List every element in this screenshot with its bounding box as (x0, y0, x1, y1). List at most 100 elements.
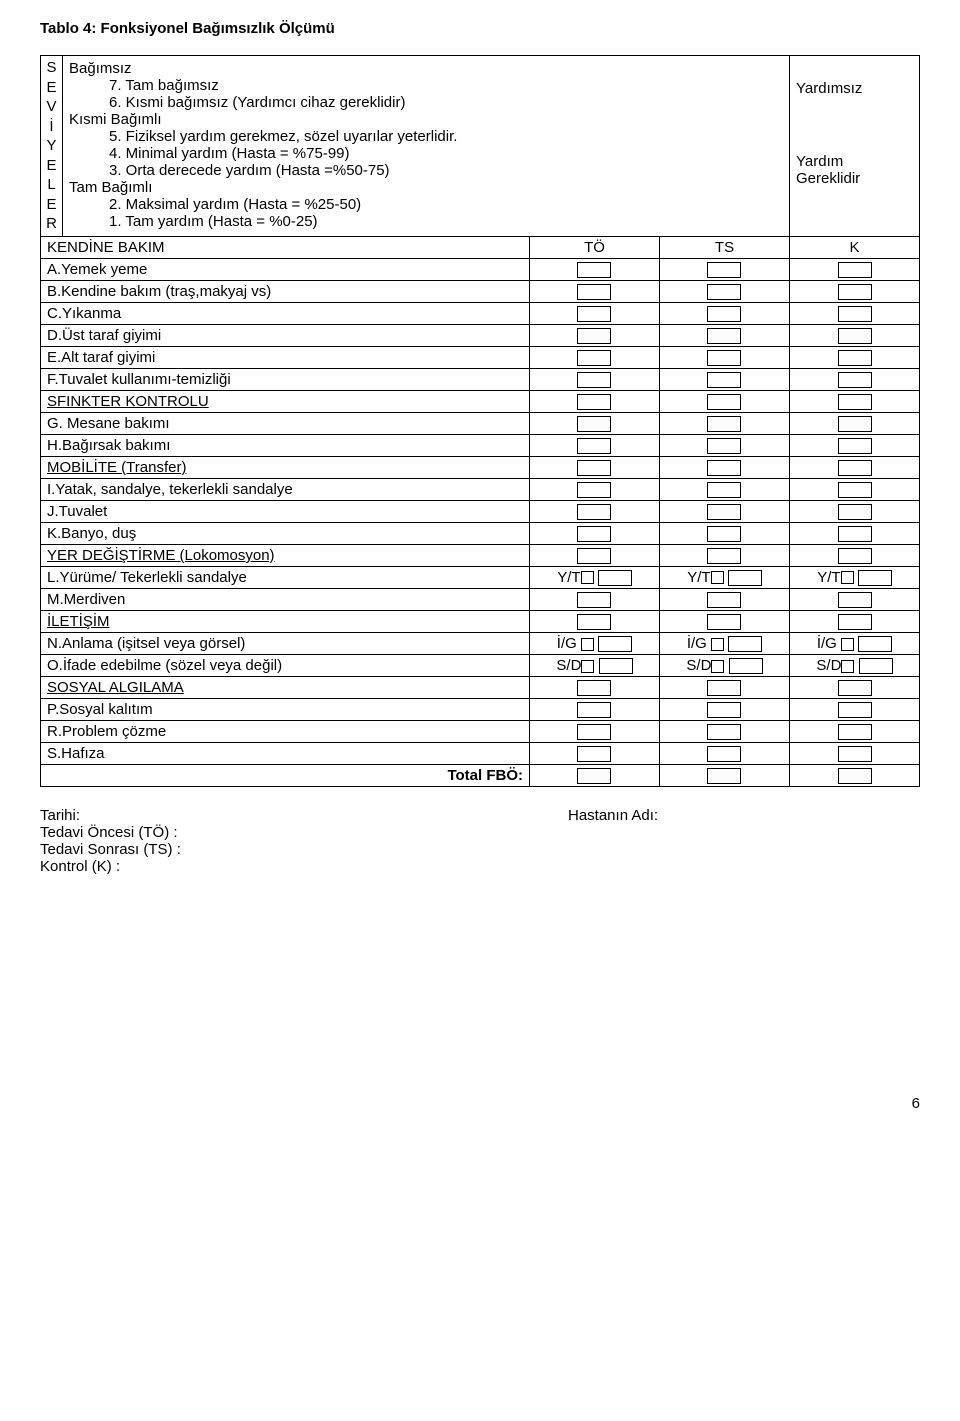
box-k-ts[interactable] (707, 526, 741, 542)
box-il-ts[interactable] (707, 614, 741, 630)
box-n-ts-b[interactable] (728, 636, 762, 652)
box-b-k[interactable] (838, 284, 872, 300)
box-l-k-b[interactable] (858, 570, 892, 586)
box-yer-ts[interactable] (707, 548, 741, 564)
box-so-to[interactable] (577, 680, 611, 696)
box-r-to[interactable] (577, 724, 611, 740)
box-o-k-a[interactable] (841, 660, 854, 673)
box-sf-ts[interactable] (707, 394, 741, 410)
box-p-ts[interactable] (707, 702, 741, 718)
hdr-ts: TS (659, 236, 789, 258)
box-c-to[interactable] (577, 306, 611, 322)
box-i-to[interactable] (577, 482, 611, 498)
vert-v: V (46, 98, 56, 115)
box-n-to-a[interactable] (581, 638, 594, 651)
box-yer-k[interactable] (838, 548, 872, 564)
vert-y: Y (46, 137, 56, 154)
box-a-ts[interactable] (707, 262, 741, 278)
box-l-to-b[interactable] (598, 570, 632, 586)
box-h-ts[interactable] (707, 438, 741, 454)
box-n-k-b[interactable] (858, 636, 892, 652)
lbl-p: P.Sosyal kalıtım (41, 699, 530, 721)
box-s-ts[interactable] (707, 746, 741, 762)
row-l: L.Yürüme/ Tekerlekli sandalye Y/T Y/T Y/… (41, 566, 920, 588)
box-s-k[interactable] (838, 746, 872, 762)
box-d-ts[interactable] (707, 328, 741, 344)
box-j-to[interactable] (577, 504, 611, 520)
vert-i: İ (49, 118, 53, 135)
row-total: Total FBÖ: (41, 765, 920, 787)
box-p-k[interactable] (838, 702, 872, 718)
lbl-i: I.Yatak, sandalye, tekerlekli sandalye (41, 478, 530, 500)
box-j-k[interactable] (838, 504, 872, 520)
lbl-e: E.Alt taraf giyimi (41, 346, 530, 368)
box-o-to-b[interactable] (599, 658, 633, 674)
box-i-ts[interactable] (707, 482, 741, 498)
box-e-to[interactable] (577, 350, 611, 366)
box-c-k[interactable] (838, 306, 872, 322)
box-l-to-a[interactable] (581, 571, 594, 584)
box-h-to[interactable] (577, 438, 611, 454)
box-h-k[interactable] (838, 438, 872, 454)
box-m-k[interactable] (838, 592, 872, 608)
box-sf-to[interactable] (577, 394, 611, 410)
box-r-k[interactable] (838, 724, 872, 740)
box-c-ts[interactable] (707, 306, 741, 322)
box-total-k[interactable] (838, 768, 872, 784)
box-r-ts[interactable] (707, 724, 741, 740)
lbl-a: A.Yemek yeme (41, 258, 530, 280)
box-f-to[interactable] (577, 372, 611, 388)
box-f-ts[interactable] (707, 372, 741, 388)
box-k-to[interactable] (577, 526, 611, 542)
box-a-to[interactable] (577, 262, 611, 278)
box-il-k[interactable] (838, 614, 872, 630)
lbl-n: N.Anlama (işitsel veya görsel) (41, 633, 530, 655)
box-i-k[interactable] (838, 482, 872, 498)
box-o-k-b[interactable] (859, 658, 893, 674)
box-p-to[interactable] (577, 702, 611, 718)
box-g-to[interactable] (577, 416, 611, 432)
box-j-ts[interactable] (707, 504, 741, 520)
hdr-kendine: KENDİNE BAKIM (41, 236, 530, 258)
pre-n-to: İ/G (557, 635, 577, 652)
box-l-k-a[interactable] (841, 571, 854, 584)
box-s-to[interactable] (577, 746, 611, 762)
box-b-to[interactable] (577, 284, 611, 300)
box-k-k[interactable] (838, 526, 872, 542)
box-a-k[interactable] (838, 262, 872, 278)
lbl-o: O.İfade edebilme (sözel veya değil) (41, 655, 530, 677)
box-o-to-a[interactable] (581, 660, 594, 673)
box-mo-to[interactable] (577, 460, 611, 476)
box-n-k-a[interactable] (841, 638, 854, 651)
box-m-ts[interactable] (707, 592, 741, 608)
vert-s: S (46, 59, 56, 76)
box-il-to[interactable] (577, 614, 611, 630)
box-sf-k[interactable] (838, 394, 872, 410)
box-total-to[interactable] (577, 768, 611, 784)
box-o-ts-a[interactable] (711, 660, 724, 673)
box-yer-to[interactable] (577, 548, 611, 564)
box-e-k[interactable] (838, 350, 872, 366)
box-f-k[interactable] (838, 372, 872, 388)
box-n-ts-a[interactable] (711, 638, 724, 651)
box-mo-k[interactable] (838, 460, 872, 476)
box-e-ts[interactable] (707, 350, 741, 366)
box-so-ts[interactable] (707, 680, 741, 696)
box-d-to[interactable] (577, 328, 611, 344)
box-g-k[interactable] (838, 416, 872, 432)
box-so-k[interactable] (838, 680, 872, 696)
box-b-ts[interactable] (707, 284, 741, 300)
box-m-to[interactable] (577, 592, 611, 608)
box-l-ts-a[interactable] (711, 571, 724, 584)
box-mo-ts[interactable] (707, 460, 741, 476)
row-a: A.Yemek yeme (41, 258, 920, 280)
box-d-k[interactable] (838, 328, 872, 344)
box-total-ts[interactable] (707, 768, 741, 784)
box-o-ts-b[interactable] (729, 658, 763, 674)
box-g-ts[interactable] (707, 416, 741, 432)
legend-l2: 7. Tam bağımsız (69, 77, 783, 94)
legend-l9: 2. Maksimal yardım (Hasta = %25-50) (69, 196, 783, 213)
row-b: B.Kendine bakım (traş,makyaj vs) (41, 280, 920, 302)
box-n-to-b[interactable] (598, 636, 632, 652)
box-l-ts-b[interactable] (728, 570, 762, 586)
